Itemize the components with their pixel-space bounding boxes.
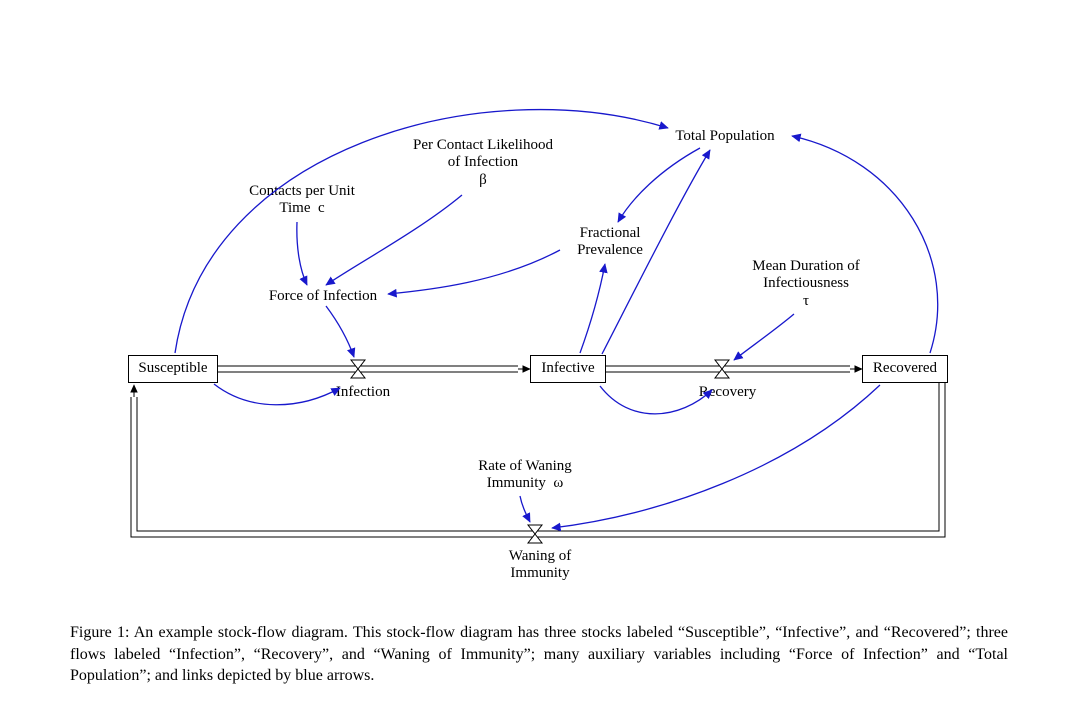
link-infective-to-fracprev: [580, 264, 605, 353]
link-tau-to-recovery: [734, 314, 794, 360]
link-fracprev-to-force: [388, 250, 560, 294]
valve-infection: [351, 360, 365, 378]
stock-susceptible-label: Susceptible: [138, 360, 207, 376]
aux-omega: Rate of Waning Immunity ω: [460, 458, 590, 493]
valve-waning: [528, 525, 542, 543]
aux-tau: Mean Duration of Infectiousness τ: [738, 258, 874, 310]
link-omega-to-waning: [520, 496, 530, 522]
link-recovered-to-waning: [552, 385, 880, 528]
stock-infective-label: Infective: [541, 360, 594, 376]
aux-force-of-infection: Force of Infection: [258, 288, 388, 305]
stock-recovered: Recovered: [862, 355, 948, 383]
aux-fractional-prevalence: Fractional Prevalence: [565, 225, 655, 260]
valve-recovery: [715, 360, 729, 378]
link-totalpop-to-fracprev: [618, 148, 700, 222]
flow-label-waning: Waning of Immunity: [495, 548, 585, 583]
flow-label-recovery: Recovery: [690, 384, 765, 401]
aux-total-population: Total Population: [660, 128, 790, 145]
flow-label-infection: Infection: [328, 384, 398, 401]
stock-recovered-label: Recovered: [873, 360, 937, 376]
aux-contacts: Contacts per Unit Time c: [232, 183, 372, 218]
link-recovered-to-totalpop: [792, 136, 938, 353]
stock-flow-diagram: Susceptible Infective Recovered Contacts…: [0, 0, 1078, 724]
flow-pipe-recovery: [606, 366, 862, 372]
figure-caption: Figure 1: An example stock-flow diagram.…: [70, 622, 1008, 687]
stock-susceptible: Susceptible: [128, 355, 218, 383]
link-force-to-infection: [326, 306, 354, 357]
aux-beta: Per Contact Likelihood of Infection β: [398, 137, 568, 189]
link-susceptible-to-infection: [214, 384, 340, 405]
stock-infective: Infective: [530, 355, 606, 383]
flow-pipe-infection: [218, 366, 530, 372]
link-contacts-to-force: [297, 222, 307, 285]
